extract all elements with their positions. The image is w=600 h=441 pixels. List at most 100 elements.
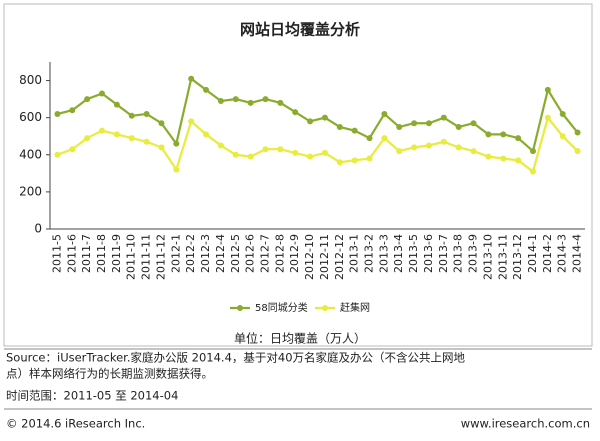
point [559,133,566,140]
point [455,123,462,130]
point [217,97,224,104]
point [336,159,343,166]
point [411,120,418,127]
point [485,153,492,160]
x-tick-label: 2011-5 [50,234,63,273]
point [143,138,150,145]
x-tick-label: 2014-1 [526,234,539,273]
y-tick-label: 600 [19,110,42,124]
x-tick-label: 2012-8 [273,234,286,273]
x-tick-label: 2012-5 [229,234,242,273]
point [515,135,522,142]
point [173,140,180,147]
point [173,166,180,173]
point [351,157,358,164]
point [113,131,120,138]
point [307,153,314,160]
y-tick-label: 400 [19,147,42,161]
x-tick-label: 2012-2 [184,234,197,273]
x-tick-label: 2013-2 [363,234,376,273]
x-tick-label: 2013-1 [348,234,361,273]
x-tick-label: 2012-9 [288,234,301,273]
point [440,114,447,121]
point [158,120,165,127]
x-tick-label: 2013-7 [437,234,450,273]
point [84,135,91,142]
point [247,99,254,106]
point [381,135,388,142]
y-tick-label: 800 [19,73,42,87]
point [396,148,403,155]
point [381,110,388,117]
x-tick-label: 2011-12 [154,234,167,280]
source-line: 点）样本网络行为的长期监测数据获得。 [6,367,213,381]
x-tick-label: 2011-8 [95,234,108,273]
x-tick-label: 2014-4 [571,234,584,273]
point [574,129,581,136]
x-tick-label: 2012-12 [333,234,346,280]
point [351,127,358,134]
point [470,120,477,127]
x-tick-label: 2011-11 [140,234,153,280]
copyright: © 2014.6 iResearch Inc. [6,417,145,431]
y-tick-label: 0 [34,222,42,236]
point [99,90,106,97]
point [336,123,343,130]
x-tick-label: 2013-8 [452,234,465,273]
point [203,131,210,138]
point [321,114,328,121]
point [544,86,551,93]
chart-title: 网站日均覆盖分析 [240,21,360,39]
point [559,110,566,117]
point [425,120,432,127]
x-tick-label: 2013-9 [467,234,480,273]
point [99,127,106,134]
x-tick-label: 2012-3 [199,234,212,273]
point [366,155,373,162]
time-range: 时间范围：2011-05 至 2014-04 [6,389,178,403]
point [188,118,195,125]
point [158,144,165,151]
point [500,131,507,138]
point [277,146,284,153]
legend-marker [237,305,243,311]
x-tick-label: 2014-3 [556,234,569,273]
legend-label: 赶集网 [340,301,370,314]
legend-marker [322,305,328,311]
point [232,96,239,103]
point [292,149,299,156]
x-tick-label: 2011-10 [125,234,138,280]
point [529,168,536,175]
x-tick-label: 2014-2 [541,234,554,273]
x-tick-label: 2012-6 [244,234,257,273]
point [203,86,210,93]
point [366,135,373,142]
point [143,110,150,117]
x-tick-label: 2012-10 [303,234,316,280]
point [54,110,61,117]
point [69,146,76,153]
x-tick-label: 2012-11 [318,234,331,280]
x-tick-label: 2013-6 [422,234,435,273]
x-tick-label: 2011-6 [65,234,78,273]
x-tick-label: 2013-10 [481,234,494,280]
point [262,146,269,153]
x-tick-label: 2013-3 [377,234,390,273]
point [515,157,522,164]
x-tick-label: 2013-11 [496,234,509,280]
point [188,75,195,82]
x-tick-label: 2012-7 [258,234,271,273]
x-tick-label: 2012-1 [169,234,182,273]
unit-label: 单位：日均覆盖（万人） [234,331,366,346]
point [470,148,477,155]
x-tick-label: 2011-9 [110,234,123,273]
chart-frame [3,3,593,347]
point [411,144,418,151]
point [128,135,135,142]
point [292,109,299,116]
website: www.iresearch.com.cn [461,417,590,431]
point [500,155,507,162]
point [307,118,314,125]
legend-label: 58同城分类 [255,301,308,314]
